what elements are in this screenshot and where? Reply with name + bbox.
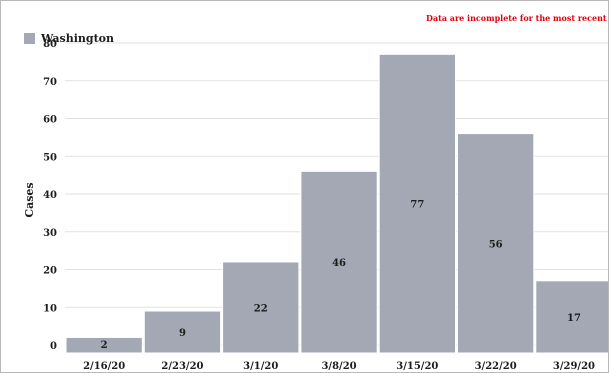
bar[interactable] <box>378 53 457 354</box>
legend-label-washington: Washington <box>40 32 114 45</box>
bar-data-label: 17 <box>567 313 581 324</box>
x-tick-label: 3/8/20 <box>321 361 356 372</box>
x-axis-ticks: 2/16/20 2/23/20 3/1/20 3/8/20 3/15/20 3/22/20… <box>83 361 595 372</box>
bar[interactable] <box>222 261 300 354</box>
y-axis-ticks: 0 10 20 30 40 50 60 70 80 <box>43 39 57 352</box>
y-axis-label: Cases <box>23 182 36 217</box>
y-tick-label: 50 <box>43 152 57 163</box>
legend-swatch-washington <box>24 33 35 44</box>
y-tick-label: 80 <box>43 39 57 50</box>
bars <box>65 53 609 354</box>
incomplete-data-note: Data are incomplete for the most recent … <box>426 13 609 23</box>
bar[interactable] <box>65 336 143 354</box>
legend: Washington <box>24 32 114 45</box>
bar-data-label: 77 <box>410 200 424 211</box>
y-tick-label: 60 <box>43 115 57 126</box>
bar[interactable] <box>535 280 609 354</box>
y-tick-label: 30 <box>43 228 57 239</box>
x-tick-label: 3/22/20 <box>475 361 517 372</box>
bar[interactable] <box>457 133 535 354</box>
x-tick-label: 3/15/20 <box>396 361 438 372</box>
bar-data-labels: 2 9 22 46 77 56 17 <box>101 200 581 351</box>
x-tick-label: 3/29/20 <box>553 361 595 372</box>
x-tick-label: 3/1/20 <box>243 361 278 372</box>
bar[interactable] <box>143 310 222 354</box>
y-tick-label: 20 <box>43 266 57 277</box>
x-tick-label: 2/23/20 <box>161 361 203 372</box>
bar-data-label: 46 <box>332 258 346 269</box>
bar-data-label: 56 <box>489 239 503 250</box>
x-tick-label: 2/16/20 <box>83 361 125 372</box>
y-tick-label: 10 <box>43 303 57 314</box>
y-tick-label: 0 <box>50 341 57 352</box>
y-tick-label: 40 <box>43 190 57 201</box>
bar-data-label: 9 <box>179 328 186 339</box>
y-tick-label: 70 <box>43 77 57 88</box>
bar[interactable] <box>300 170 378 354</box>
bar-data-label: 2 <box>101 340 108 351</box>
bar-data-label: 22 <box>254 303 268 314</box>
